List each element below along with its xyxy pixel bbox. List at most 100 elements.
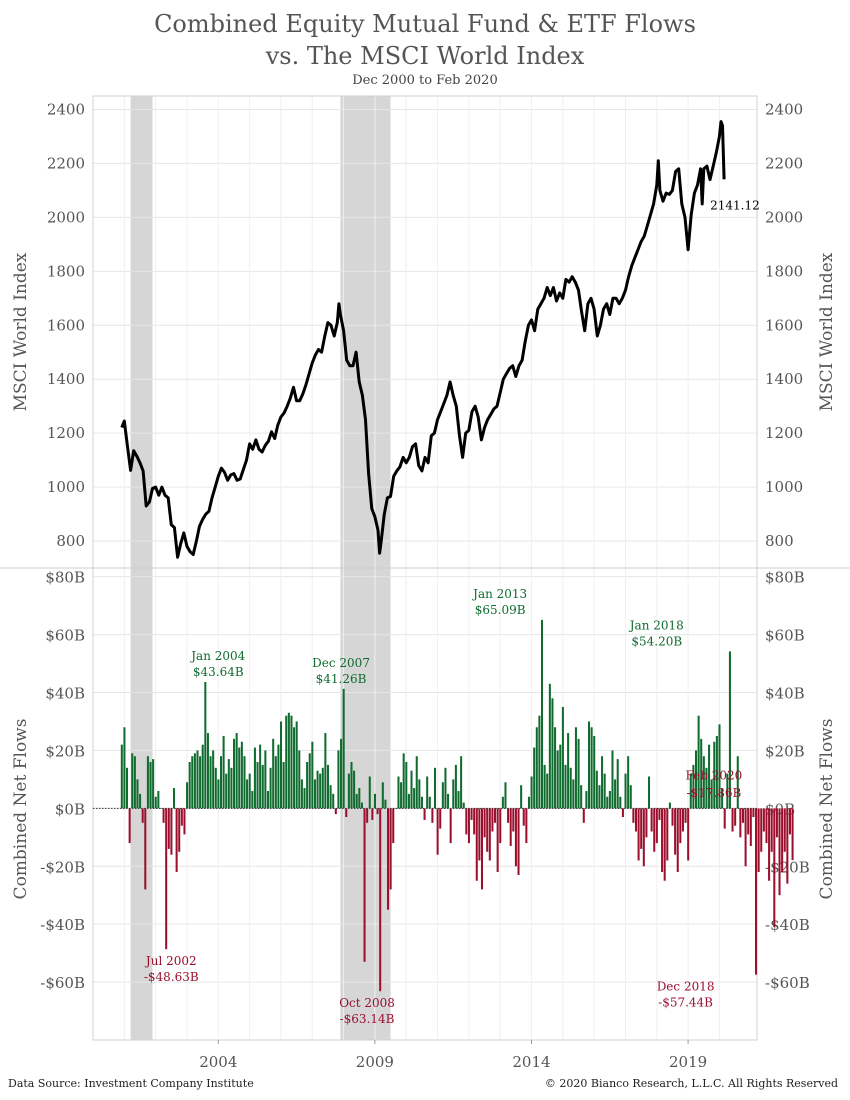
flow-bar <box>326 764 330 809</box>
x-tick-label: 2004 <box>199 1053 237 1071</box>
flow-bar <box>619 796 622 809</box>
flow-bar <box>666 808 669 861</box>
annotation-label: Jan 2004 <box>189 649 245 663</box>
flow-bar <box>308 753 311 809</box>
flow-bar <box>713 741 716 809</box>
flow-bar <box>355 793 358 809</box>
flow-bar <box>334 808 337 815</box>
flow-bar <box>684 808 687 823</box>
flow-bar <box>569 767 572 809</box>
flow-bar <box>303 788 306 809</box>
flow-bar <box>201 744 204 809</box>
flow-bar <box>574 727 577 809</box>
flow-bar <box>768 808 771 881</box>
flow-bar <box>454 764 457 809</box>
flow-bar <box>191 756 194 809</box>
flow-bar <box>149 762 152 809</box>
flow-tick-label-left: $0B <box>55 800 85 818</box>
flow-bar <box>340 738 343 809</box>
y-tick-label-left: 1200 <box>47 424 85 442</box>
flow-bar <box>629 785 632 809</box>
flow-bar <box>478 808 481 861</box>
flow-bar <box>788 808 791 835</box>
flow-bar <box>473 808 476 835</box>
flow-bar <box>700 738 703 809</box>
flow-bar <box>692 764 695 809</box>
flow-bar <box>723 808 726 829</box>
flow-bar <box>253 747 256 809</box>
flow-bar <box>350 762 353 809</box>
flow-tick-label-left: $20B <box>45 742 85 760</box>
flow-bar <box>556 750 559 809</box>
annotation-value: -$57.44B <box>658 996 713 1010</box>
flow-bar <box>154 796 157 809</box>
flow-bar <box>572 779 575 809</box>
flow-bar <box>400 782 403 809</box>
flow-bar <box>397 776 400 809</box>
flow-axis-title-left: Combined Net Flows <box>11 719 31 900</box>
flow-bar <box>410 770 413 809</box>
flow-bar <box>285 715 288 809</box>
flow-bar <box>653 808 656 852</box>
flow-bar <box>264 750 267 809</box>
flow-bar <box>702 756 705 809</box>
flow-bar <box>418 779 421 809</box>
flow-bar <box>152 759 155 809</box>
flow-bar <box>368 776 371 809</box>
flow-bar <box>728 651 731 809</box>
flow-bar <box>360 802 363 809</box>
y-tick-label-right: 2200 <box>765 154 803 172</box>
flow-tick-label-left: -$60B <box>40 974 85 992</box>
flow-bar <box>332 793 335 809</box>
flow-bar <box>227 759 230 809</box>
flow-bar <box>167 808 170 849</box>
flow-bar <box>705 767 708 809</box>
flow-bar <box>371 808 374 820</box>
flow-bar <box>222 735 225 809</box>
flow-bar <box>465 808 468 835</box>
flow-bar <box>457 790 460 809</box>
flow-bar <box>146 756 149 809</box>
flow-bar <box>645 808 648 838</box>
flow-bar <box>527 796 530 809</box>
flow-bar <box>387 808 390 910</box>
flow-tick-label-left: -$40B <box>40 916 85 934</box>
flow-tick-label-right: $20B <box>765 742 805 760</box>
flow-bar <box>775 808 778 838</box>
flow-bar <box>345 808 348 818</box>
flow-bar <box>366 808 369 823</box>
flow-bar <box>170 808 173 855</box>
flow-bar <box>290 715 293 809</box>
flow-bar <box>715 735 718 809</box>
flow-bar <box>426 776 429 809</box>
flow-bar <box>381 782 384 809</box>
flow-bar <box>240 741 243 809</box>
annotation-label: Oct 2008 <box>339 996 395 1010</box>
flow-bar <box>734 808 737 826</box>
flow-bar <box>752 808 755 818</box>
annotation-value: $43.64B <box>193 665 244 679</box>
flow-bar <box>269 767 272 809</box>
flow-bar <box>300 779 303 809</box>
chart-title-line2: vs. The MSCI World Index <box>265 42 585 70</box>
x-tick-label: 2019 <box>669 1053 707 1071</box>
flow-bar <box>183 808 186 835</box>
y-tick-label-right: 800 <box>765 532 794 550</box>
flow-bar <box>525 808 528 844</box>
flow-bar <box>614 779 617 809</box>
flow-bar <box>415 756 418 809</box>
flow-bar <box>280 721 283 809</box>
flow-bar <box>744 808 747 867</box>
flow-bar <box>219 756 223 809</box>
flow-bar <box>522 808 525 826</box>
y-tick-label-right: 1400 <box>765 370 803 388</box>
flow-bar <box>128 808 131 844</box>
flow-bar <box>567 733 570 809</box>
flow-bar <box>259 744 262 809</box>
flow-bar <box>778 808 781 896</box>
flow-bar <box>230 767 233 809</box>
flow-bar <box>462 802 465 809</box>
flow-bar <box>561 706 564 809</box>
flow-bar <box>598 785 601 809</box>
